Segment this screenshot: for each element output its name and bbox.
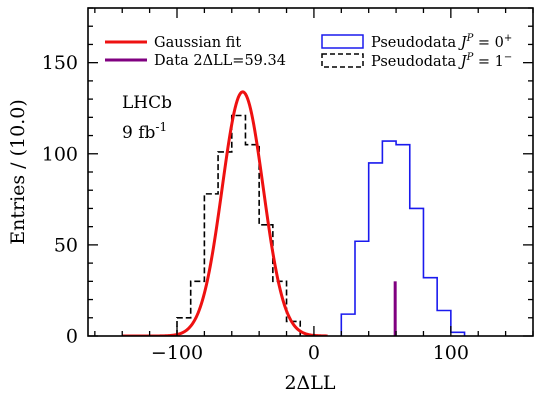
hist-jp0 xyxy=(340,140,466,336)
x-tick-label: −100 xyxy=(151,342,203,364)
y-tick-label: 150 xyxy=(42,52,78,74)
x-tick-label: 0 xyxy=(308,342,320,364)
x-tick-label: 100 xyxy=(433,342,469,364)
y-tick-label: 50 xyxy=(54,234,78,256)
experiment-label: LHCb xyxy=(122,93,172,113)
legend-label-data: Data 2ΔLL=59.34 xyxy=(154,53,286,69)
hist-jp1 xyxy=(176,114,302,336)
y-axis-title: Entries / (10.0) xyxy=(7,99,29,245)
legend-label-gaussian-fit: Gaussian fit xyxy=(154,35,241,51)
legend-swatch-jp1 xyxy=(321,53,364,68)
data-layer xyxy=(122,90,466,336)
legend-label-jp1: Pseudodata JP = 1− xyxy=(371,52,512,70)
x-axis-title: 2ΔLL xyxy=(284,372,335,394)
legend-swatch-jp0 xyxy=(321,34,364,49)
luminosity-label: 9 fb-1 xyxy=(122,120,167,143)
y-tick-label: 100 xyxy=(42,143,78,165)
y-tick-label: 0 xyxy=(66,326,78,348)
legend-label-jp0: Pseudodata JP = 0+ xyxy=(371,33,512,51)
ticks-layer: −100 0 100 0 50 100 150 xyxy=(42,7,534,364)
legend: Gaussian fit Data 2ΔLL=59.34 Pseudodata … xyxy=(105,33,512,70)
